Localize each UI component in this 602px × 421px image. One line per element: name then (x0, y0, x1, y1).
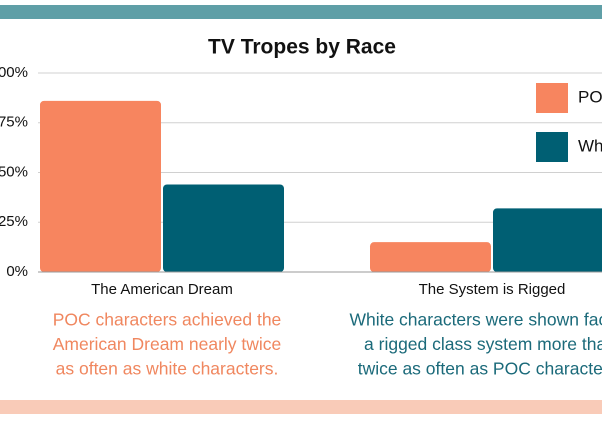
annotation: as often as white characters. (56, 359, 279, 379)
legend-swatch (536, 132, 568, 162)
annotation: American Dream nearly twice (53, 334, 282, 354)
annotation: twice as often as POC characters. (358, 359, 602, 379)
y-tick-label: 0% (6, 263, 28, 280)
bar (370, 242, 491, 272)
bar (163, 184, 284, 272)
legend-label: White (578, 136, 602, 155)
top-band (0, 5, 602, 19)
annotation: POC characters achieved the (53, 310, 282, 330)
legend-label: POC (578, 87, 602, 106)
bar (493, 208, 602, 272)
x-tick-label: The American Dream (91, 281, 233, 298)
annotation: a rigged class system more than (364, 334, 602, 354)
legend-swatch (536, 83, 568, 113)
x-tick-label: The System is Rigged (419, 281, 566, 298)
chart-title: TV Tropes by Race (208, 36, 396, 59)
bar (40, 100, 161, 272)
bottom-band (0, 400, 602, 414)
y-tick-label: 25% (0, 213, 28, 230)
y-tick-label: 75% (0, 114, 28, 131)
annotation: White characters were shown facing (349, 310, 602, 330)
y-tick-label: 50% (0, 163, 28, 180)
y-tick-label: 100% (0, 64, 28, 81)
